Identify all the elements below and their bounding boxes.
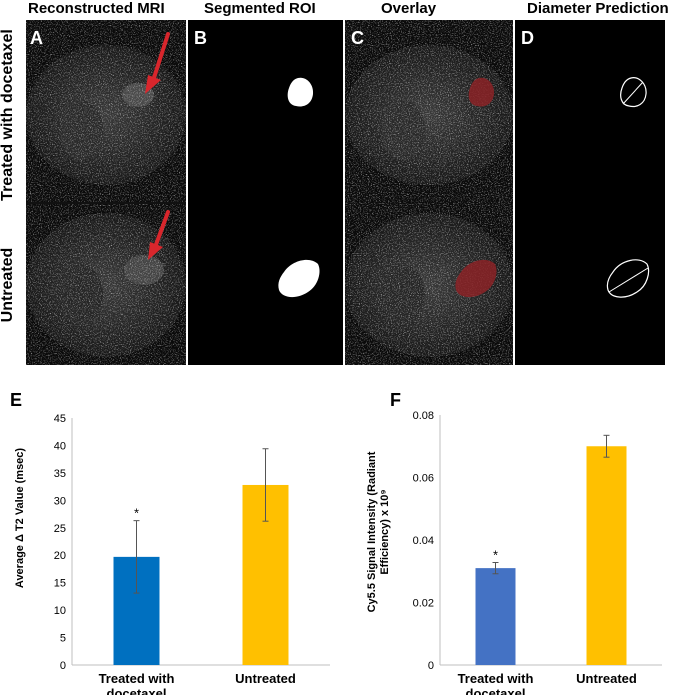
x-tick-label: Untreated <box>235 671 296 686</box>
bar-untreated <box>586 446 627 665</box>
significance-marker: * <box>134 506 139 521</box>
roi-mask-untreated <box>278 259 320 298</box>
x-tick-label: Untreated <box>576 671 637 686</box>
panel-d-diameter-prediction: D <box>515 20 665 365</box>
contour-treated <box>620 77 647 108</box>
y-tick-label: 0.08 <box>413 410 434 422</box>
diameter-image-d <box>606 77 650 298</box>
chart-f-y-axis-label-line-2: Efficiency) x 10⁹ <box>379 489 391 575</box>
panel-letter-a: A <box>30 28 43 48</box>
panel-c-overlay: C <box>345 20 513 365</box>
panel-a-reconstructed-mri: A <box>26 20 186 365</box>
x-tick-label: docetaxel <box>107 686 167 695</box>
diameter-line-untreated <box>608 267 649 293</box>
panel-letter-b: B <box>194 28 207 48</box>
y-tick-label: 5 <box>60 633 66 645</box>
y-tick-label: 15 <box>54 578 66 590</box>
panel-letter-c: C <box>351 28 364 48</box>
y-tick-label: 0.04 <box>413 535 434 547</box>
row-label-untreated: Untreated <box>0 247 16 323</box>
significance-marker: * <box>493 548 498 563</box>
y-tick-label: 20 <box>54 550 66 562</box>
header-segmented-roi: Segmented ROI <box>204 0 316 17</box>
chart-letter-e: E <box>10 390 23 410</box>
overlay-image-c <box>345 20 513 365</box>
overlay-roi-treated <box>468 77 495 107</box>
x-tick-label: docetaxel <box>466 686 526 695</box>
y-tick-label: 10 <box>54 605 66 617</box>
diameter-line-treated <box>622 81 644 105</box>
roi-mask-treated <box>287 77 314 107</box>
y-tick-label: 35 <box>54 468 66 480</box>
chart-letter-f: F <box>390 390 401 410</box>
chart-f-y-axis-label-line-1: Cy5.5 Signal Intensity (Radiant <box>366 451 378 613</box>
chart-e-y-axis-label: Average Δ T2 Value (msec) <box>14 447 26 589</box>
y-tick-label: 0.02 <box>413 598 434 610</box>
mri-image-a <box>26 20 186 365</box>
header-reconstructed-mri: Reconstructed MRI <box>28 0 165 17</box>
y-tick-label: 30 <box>54 495 66 507</box>
y-tick-label: 0 <box>60 660 66 672</box>
overlay-roi-untreated <box>455 259 497 298</box>
arrow-icon-treated <box>145 32 170 94</box>
header-overlay: Overlay <box>381 0 437 17</box>
y-tick-label: 0 <box>428 660 434 672</box>
arrow-icon-untreated <box>148 210 170 260</box>
y-tick-label: 25 <box>54 523 66 535</box>
header-diameter-prediction: Diameter Prediction <box>527 0 669 17</box>
bar-treated <box>475 568 516 665</box>
y-tick-label: 40 <box>54 440 66 452</box>
segmentation-image-b <box>278 77 320 298</box>
x-tick-label: Treated with <box>99 671 175 686</box>
x-tick-label: Treated with <box>458 671 534 686</box>
contour-untreated <box>606 259 650 298</box>
panel-letter-d: D <box>521 28 534 48</box>
panel-b-segmented-roi: B <box>188 20 343 365</box>
y-tick-label: 45 <box>54 413 66 425</box>
chart-e: 0 5 10 15 20 25 30 35 40 45 * Treated withdocetaxel… <box>54 413 330 695</box>
y-tick-label: 0.06 <box>413 473 434 485</box>
